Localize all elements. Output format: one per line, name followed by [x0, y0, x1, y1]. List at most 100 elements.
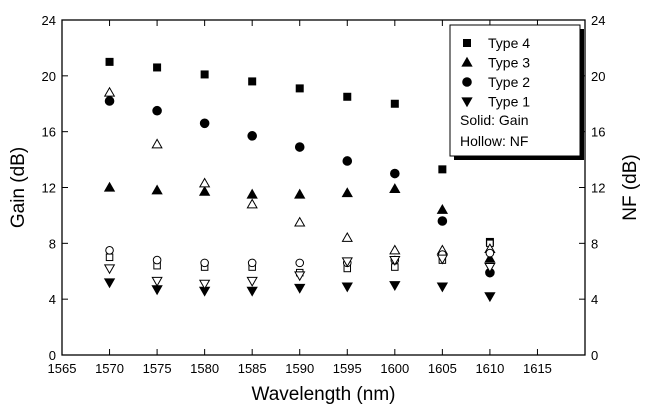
nf-point [103, 86, 116, 97]
nf-point [246, 276, 258, 287]
y2-tick-label: 8 [591, 236, 598, 251]
gain-point [343, 92, 352, 101]
nf-point [151, 276, 163, 287]
gain-point [295, 84, 304, 93]
nf-point [246, 198, 258, 209]
y2-axis-title: NF (dB) [620, 154, 641, 221]
x-axis-title: Wavelength (nm) [252, 384, 396, 405]
legend-marker [461, 56, 473, 67]
gain-point [152, 105, 162, 116]
x-tick-label: 1615 [523, 361, 552, 376]
series-type-2-gain [104, 96, 495, 278]
y-tick-label: 16 [42, 125, 56, 140]
gain-point [437, 216, 448, 226]
nf-point [389, 255, 401, 266]
x-tick-label: 1575 [143, 361, 172, 376]
series-type-3-gain [103, 181, 496, 263]
nf-point [103, 264, 116, 275]
nf-point [484, 262, 496, 273]
y2-tick-label: 4 [591, 292, 598, 307]
gain-point [436, 204, 449, 214]
nf-point [200, 258, 209, 268]
nf-point [105, 246, 114, 255]
y2-tick-label: 12 [591, 181, 605, 196]
legend-note: Solid: Gain [460, 112, 528, 128]
gain-point [200, 70, 209, 79]
gain-point [104, 96, 115, 106]
gain-point [390, 168, 400, 179]
legend-label: Type 2 [488, 74, 530, 90]
nf-point [295, 258, 305, 268]
gain-point [153, 63, 162, 72]
x-tick-label: 1590 [285, 361, 314, 376]
x-tick-label: 1605 [428, 361, 457, 376]
gain-point [389, 183, 401, 193]
y-axis-title: Gain (dB) [8, 147, 29, 228]
nf-point [105, 253, 114, 262]
gain-point [105, 57, 114, 66]
nf-point [341, 257, 353, 268]
x-tick-label: 1595 [333, 361, 362, 376]
gain-point [484, 252, 496, 263]
y-tick-label: 4 [49, 292, 56, 307]
legend-marker [463, 39, 471, 47]
x-tick-label: 1600 [380, 361, 409, 376]
legend-marker [461, 97, 473, 108]
gain-point [151, 184, 163, 195]
series-type-4-nf [105, 239, 494, 277]
y-tick-label: 20 [42, 69, 56, 84]
series-type-3-nf [103, 86, 496, 255]
x-tick-label: 1610 [475, 361, 504, 376]
y2-tick-label: 20 [591, 69, 605, 84]
y-tick-label: 12 [42, 181, 56, 196]
gain-point [341, 187, 353, 198]
y2-tick-label: 24 [591, 13, 605, 28]
nf-point [341, 231, 353, 242]
gain-point [103, 278, 116, 289]
axes: 1565 1570 1575 1580 1585 1590 1595 1600 1605 1610… [42, 13, 606, 376]
nf-point [151, 138, 163, 149]
legend-label: Type 1 [488, 94, 530, 110]
gain-point [389, 281, 401, 292]
gain-point [103, 181, 116, 192]
nf-point [198, 177, 211, 188]
gain-point [247, 131, 257, 141]
x-tick-label: 1570 [95, 361, 124, 376]
x-tick-label: 1580 [190, 361, 219, 376]
legend: Type 4 Type 3 Type 2 Type 1 Solid: Gain Hollo… [449, 24, 584, 160]
legend-label: Type 4 [488, 35, 530, 51]
nf-point [389, 244, 401, 255]
gain-point [438, 165, 447, 174]
nf-point [198, 279, 211, 290]
gain-point [198, 185, 211, 196]
data-points [103, 57, 496, 303]
gain-point [341, 282, 353, 293]
legend-box [449, 24, 581, 157]
series-type-2-nf [105, 246, 495, 268]
y-tick-label: 8 [49, 236, 56, 251]
y-tick-label: 24 [42, 13, 56, 28]
gain-point [246, 286, 258, 297]
nf-point [294, 216, 306, 227]
gain-point [484, 292, 496, 303]
gain-point [294, 283, 306, 294]
gain-point [246, 188, 258, 199]
nf-point [485, 248, 495, 258]
gain-point [199, 118, 210, 129]
gain-point [294, 142, 305, 152]
gain-point [342, 156, 353, 166]
y-tick-label: 0 [49, 348, 56, 363]
gain-point [436, 282, 449, 293]
legend-label: Type 3 [488, 55, 530, 71]
gain-point [390, 99, 399, 108]
series-type-1-nf [103, 254, 496, 290]
series-type-1-gain [103, 278, 496, 303]
x-tick-label: 1585 [238, 361, 267, 376]
nf-point [436, 254, 449, 265]
gain-point [294, 188, 306, 199]
x-tick-label: 1565 [48, 361, 77, 376]
legend-note: Hollow: NF [460, 133, 528, 149]
gain-point [151, 285, 163, 296]
legend-marker [462, 77, 472, 87]
